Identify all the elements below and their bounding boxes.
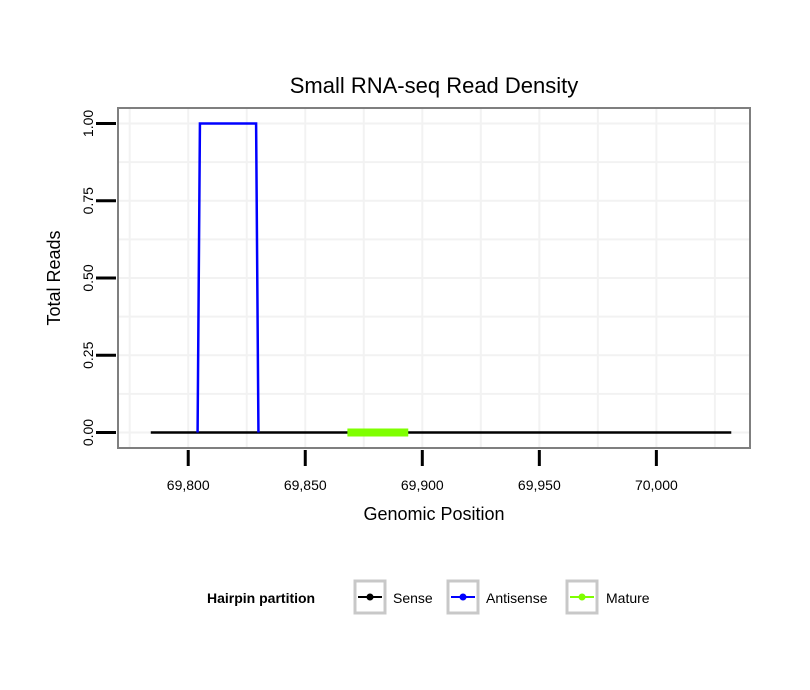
legend-title: Hairpin partition	[207, 590, 315, 606]
x-tick-label: 69,950	[518, 477, 561, 493]
x-tick-label: 69,850	[284, 477, 327, 493]
y-tick-label: 0.50	[80, 264, 96, 291]
legend-key-point	[459, 593, 467, 601]
x-tick-label: 69,900	[401, 477, 444, 493]
plot-panel	[117, 107, 751, 449]
legend-label-antisense: Antisense	[486, 590, 548, 606]
series-layer	[150, 122, 732, 437]
y-tick-label: 0.25	[80, 341, 96, 368]
y-axis-title: Total Reads	[44, 230, 64, 325]
grid	[118, 108, 750, 448]
x-axis-title: Genomic Position	[363, 504, 504, 524]
legend-label-sense: Sense	[393, 590, 433, 606]
y-tick-label: 0.00	[80, 419, 96, 446]
legend-key-point	[578, 593, 586, 601]
legend-label-mature: Mature	[606, 590, 650, 606]
x-tick-label: 69,800	[167, 477, 210, 493]
x-axis: 69,800 69,850 69,900 69,950 70,000	[167, 450, 678, 493]
legend-key-point	[366, 593, 374, 601]
y-tick-label: 1.00	[80, 110, 96, 137]
series-line-antisense	[196, 122, 260, 433]
y-axis: 0.00 0.25 0.50 0.75 1.00	[80, 110, 116, 446]
y-tick-label: 0.75	[80, 187, 96, 214]
x-tick-label: 70,000	[635, 477, 678, 493]
chart-title: Small RNA-seq Read Density	[290, 73, 579, 98]
legend: Hairpin partition Sense Antisense Mature	[207, 579, 650, 615]
